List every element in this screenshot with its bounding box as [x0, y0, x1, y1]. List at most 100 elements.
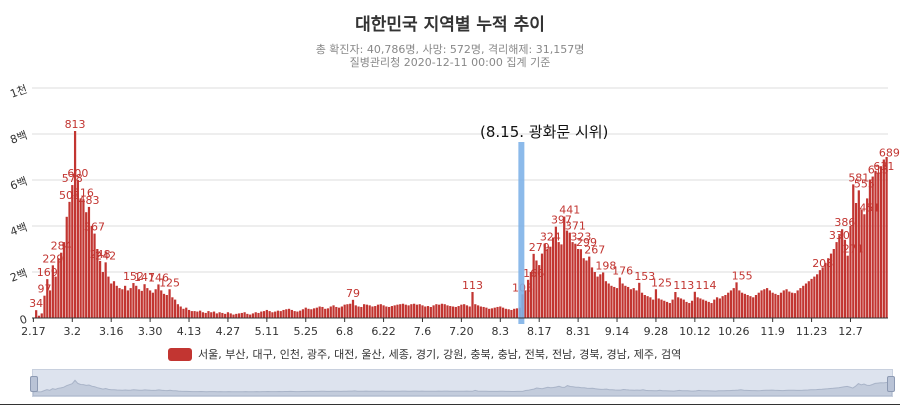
bar — [668, 303, 671, 318]
bar — [435, 304, 438, 318]
data-label: 483 — [78, 194, 99, 207]
bar — [379, 304, 382, 318]
bar — [76, 180, 79, 318]
annotation-label: (8.15. 광화문 시위) — [480, 123, 609, 141]
bar — [715, 297, 719, 318]
bar — [165, 295, 168, 318]
bar — [738, 290, 741, 318]
bar — [35, 310, 38, 318]
chart-title: 대한민국 지역별 누적 추이 — [355, 15, 545, 35]
data-label: 125 — [651, 276, 672, 289]
bar — [304, 307, 307, 318]
bar — [624, 285, 627, 318]
bar — [135, 285, 138, 318]
data-label: 578 — [62, 172, 83, 185]
bar — [399, 304, 402, 318]
bar — [293, 311, 296, 318]
bar — [507, 309, 510, 318]
bar — [332, 305, 335, 318]
bar — [704, 300, 708, 318]
bar — [574, 243, 577, 318]
bar — [90, 226, 93, 318]
data-label: 284 — [51, 240, 72, 253]
data-label: 125 — [159, 276, 180, 289]
bar — [199, 310, 202, 318]
bar — [493, 307, 496, 318]
bar — [849, 226, 852, 318]
bar — [671, 299, 674, 318]
bar — [579, 249, 583, 318]
bar — [121, 289, 124, 318]
bar — [782, 290, 785, 318]
bar — [290, 309, 293, 318]
bar — [429, 306, 432, 318]
bar — [382, 305, 385, 318]
bar — [235, 313, 238, 318]
bar — [260, 311, 263, 318]
bar — [682, 299, 685, 318]
bar — [143, 284, 146, 318]
bar — [151, 292, 155, 318]
x-tick-label: 9.28 — [644, 325, 669, 338]
bar — [499, 306, 502, 318]
data-label: 397 — [551, 214, 572, 227]
zoom-handle-right[interactable] — [887, 376, 895, 392]
bar — [610, 285, 613, 318]
bar — [71, 185, 74, 318]
bar — [315, 307, 318, 318]
legend[interactable]: 서울, 부산, 대구, 인천, 광주, 대전, 울산, 세종, 경기, 강원, … — [168, 346, 681, 362]
legend-label[interactable]: 서울, 부산, 대구, 인천, 광주, 대전, 울산, 세종, 경기, 강원, … — [198, 348, 682, 361]
bar — [160, 290, 163, 318]
bar — [318, 306, 321, 318]
bar — [663, 300, 666, 318]
bar — [838, 235, 841, 318]
bar — [688, 303, 691, 318]
bar — [607, 283, 610, 318]
x-tick-label: 11.23 — [796, 325, 828, 338]
bar — [265, 309, 268, 318]
bar — [590, 267, 594, 318]
chart-subtitle-source: 질병관리청 2020-12-11 00:00 집계 기준 — [349, 56, 551, 69]
bar — [885, 157, 888, 318]
bar — [440, 303, 444, 318]
bar — [93, 233, 96, 318]
x-tick-label: 4.13 — [177, 325, 202, 338]
x-tick-label: 10.12 — [679, 325, 711, 338]
bar — [843, 239, 847, 318]
bar — [627, 286, 630, 318]
bar — [829, 253, 833, 318]
data-label: 279 — [529, 241, 550, 254]
zoom-handle-left[interactable] — [30, 376, 38, 392]
bar — [771, 292, 774, 318]
bar — [174, 299, 177, 318]
data-label: 79 — [346, 287, 360, 300]
bar — [360, 306, 363, 318]
bar — [743, 293, 746, 318]
bar — [727, 292, 730, 318]
bar — [535, 260, 538, 318]
bar — [857, 190, 860, 318]
bar — [51, 265, 54, 318]
zoom-slider[interactable] — [30, 369, 895, 397]
bar — [301, 309, 305, 318]
bar — [257, 312, 260, 318]
bar — [60, 252, 63, 318]
bar — [212, 311, 216, 318]
bar — [588, 256, 591, 318]
bar — [863, 214, 866, 318]
y-tick-label: 1천 — [8, 82, 29, 101]
bar — [813, 276, 816, 318]
bar — [126, 290, 129, 318]
legend-swatch[interactable] — [168, 347, 192, 361]
bar — [226, 312, 230, 318]
bar — [768, 290, 771, 318]
bar — [171, 297, 174, 318]
x-tick-label: 11.9 — [760, 325, 785, 338]
bar — [343, 304, 346, 318]
bar — [337, 307, 341, 318]
bar — [196, 311, 199, 318]
bar — [735, 282, 738, 318]
bar — [732, 288, 735, 318]
bar — [818, 270, 822, 318]
bar — [324, 308, 327, 318]
